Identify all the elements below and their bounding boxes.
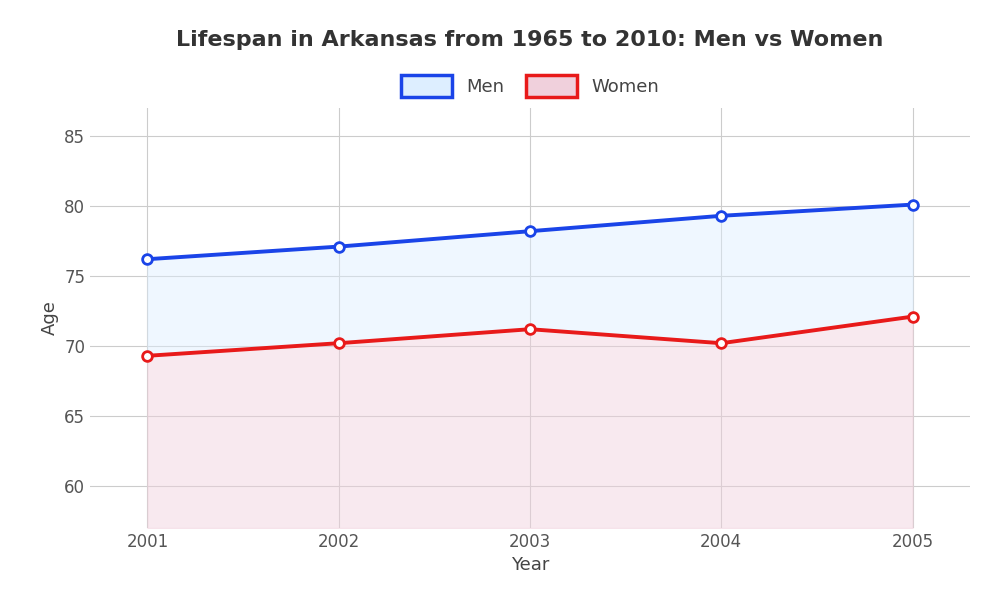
X-axis label: Year: Year (511, 556, 549, 574)
Legend: Men, Women: Men, Women (401, 75, 659, 97)
Y-axis label: Age: Age (41, 301, 59, 335)
Title: Lifespan in Arkansas from 1965 to 2010: Men vs Women: Lifespan in Arkansas from 1965 to 2010: … (176, 29, 884, 49)
